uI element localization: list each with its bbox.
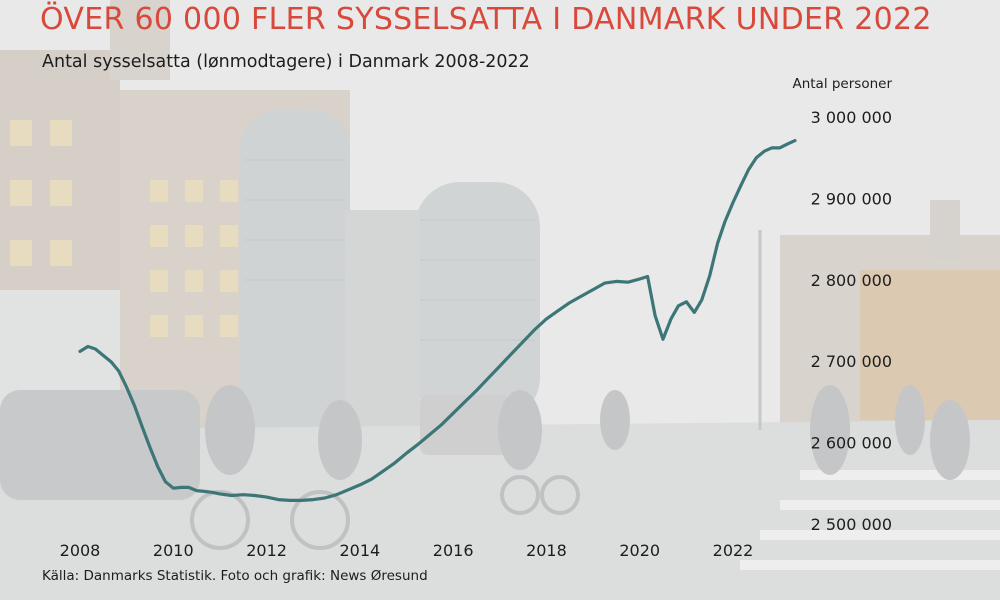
- y-tick-label: 2 600 000: [811, 434, 892, 453]
- chart-subtitle: Antal sysselsatta (lønmodtagere) i Danma…: [42, 52, 530, 72]
- x-tick-label: 2014: [339, 541, 380, 560]
- x-tick-label: 2016: [433, 541, 474, 560]
- chart-title: ÖVER 60 000 FLER SYSSELSATTA I DANMARK U…: [40, 2, 932, 37]
- y-tick-label: 2 500 000: [811, 515, 892, 534]
- y-tick-label: 2 900 000: [811, 189, 892, 208]
- x-tick-label: 2020: [619, 541, 660, 560]
- x-tick-label: 2022: [713, 541, 754, 560]
- x-axis: 2008 2010 2012 2014 2016 2018 2020 2022: [60, 541, 754, 560]
- y-axis: 2 500 000 2 600 000 2 700 000 2 800 000 2 90…: [811, 108, 892, 534]
- y-tick-label: 2 700 000: [811, 352, 892, 371]
- y-tick-label: 3 000 000: [811, 108, 892, 127]
- source-note: Källa: Danmarks Statistik. Foto och graf…: [42, 568, 428, 584]
- x-tick-label: 2018: [526, 541, 567, 560]
- x-tick-label: 2012: [246, 541, 287, 560]
- y-axis-label: Antal personer: [792, 76, 892, 92]
- employment-line: [78, 139, 797, 502]
- x-tick-label: 2010: [153, 541, 194, 560]
- x-tick-label: 2008: [60, 541, 101, 560]
- y-tick-label: 2 800 000: [811, 271, 892, 290]
- plot-area: [78, 139, 797, 502]
